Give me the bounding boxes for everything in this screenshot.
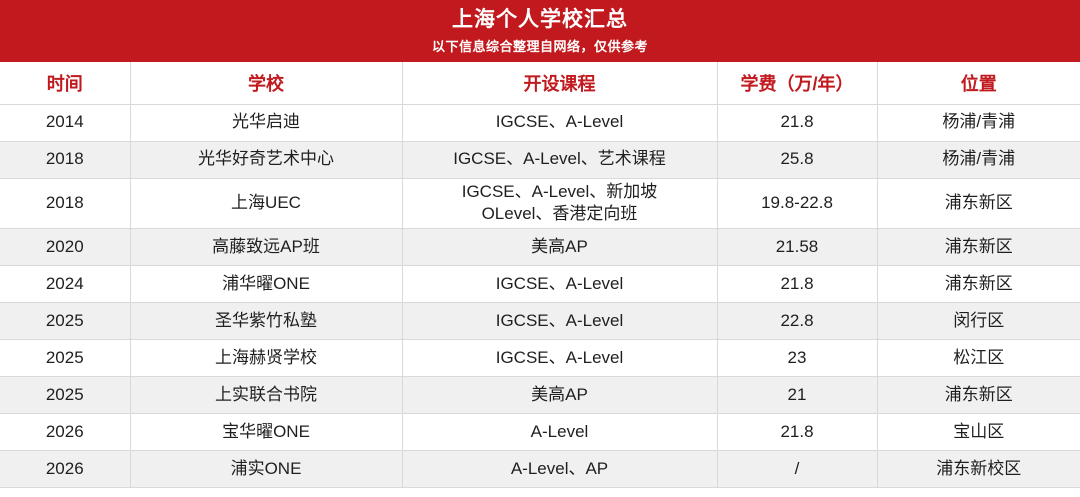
cell-time: 2024 (0, 265, 131, 304)
cell-location: 杨浦/青浦 (876, 140, 1080, 179)
cell-time: 2014 (0, 103, 131, 142)
cell-time: 2025 (0, 339, 131, 378)
table-header-row: 时间 学校 开设课程 学费（万/年） 位置 (0, 62, 1080, 105)
cell-courses: 美高AP (401, 376, 718, 415)
cell-courses: A-Level、AP (401, 450, 718, 489)
cell-tuition: 21 (716, 376, 878, 415)
table-row: 2026 宝华曜ONE A-Level 21.8 宝山区 (0, 413, 1080, 452)
table-row: 2020 高藤致远AP班 美高AP 21.58 浦东新区 (0, 228, 1080, 267)
table-row: 2018 光华好奇艺术中心 IGCSE、A-Level、艺术课程 25.8 杨浦… (0, 140, 1080, 179)
cell-tuition: 19.8-22.8 (716, 177, 878, 230)
cell-location: 浦东新区 (876, 265, 1080, 304)
schools-table: 时间 学校 开设课程 学费（万/年） 位置 2014 光华启迪 IGCSE、A-… (0, 62, 1080, 489)
column-header-courses: 开设课程 (401, 62, 718, 105)
cell-location: 松江区 (876, 339, 1080, 378)
cell-tuition: 21.8 (716, 265, 878, 304)
cell-courses: A-Level (401, 413, 718, 452)
cell-school: 光华启迪 (129, 103, 403, 142)
cell-location: 闵行区 (876, 302, 1080, 341)
cell-school: 光华好奇艺术中心 (129, 140, 403, 179)
cell-school: 上海UEC (129, 177, 403, 230)
table-row: 2018 上海UEC IGCSE、A-Level、新加坡OLevel、香港定向班… (0, 177, 1080, 230)
cell-tuition: 21.58 (716, 228, 878, 267)
cell-courses: IGCSE、A-Level (401, 339, 718, 378)
cell-time: 2026 (0, 450, 131, 489)
cell-location: 宝山区 (876, 413, 1080, 452)
cell-school: 高藤致远AP班 (129, 228, 403, 267)
cell-tuition: 23 (716, 339, 878, 378)
table-row: 2025 上海赫贤学校 IGCSE、A-Level 23 松江区 (0, 339, 1080, 378)
column-header-school: 学校 (129, 62, 403, 105)
cell-tuition: 21.8 (716, 103, 878, 142)
cell-location: 杨浦/青浦 (876, 103, 1080, 142)
cell-time: 2018 (0, 177, 131, 230)
cell-location: 浦东新区 (876, 376, 1080, 415)
cell-location: 浦东新校区 (876, 450, 1080, 489)
cell-time: 2025 (0, 376, 131, 415)
table-row: 2026 浦实ONE A-Level、AP / 浦东新校区 (0, 450, 1080, 489)
cell-courses: IGCSE、A-Level (401, 302, 718, 341)
column-header-time: 时间 (0, 62, 131, 105)
column-header-tuition: 学费（万/年） (716, 62, 878, 105)
page-title: 上海个人学校汇总 (452, 7, 628, 31)
cell-time: 2026 (0, 413, 131, 452)
cell-courses: 美高AP (401, 228, 718, 267)
cell-school: 浦实ONE (129, 450, 403, 489)
table-row: 2025 上实联合书院 美高AP 21 浦东新区 (0, 376, 1080, 415)
cell-school: 上实联合书院 (129, 376, 403, 415)
cell-tuition: 21.8 (716, 413, 878, 452)
table-row: 2014 光华启迪 IGCSE、A-Level 21.8 杨浦/青浦 (0, 103, 1080, 142)
cell-tuition: / (716, 450, 878, 489)
cell-school: 宝华曜ONE (129, 413, 403, 452)
cell-courses: IGCSE、A-Level、艺术课程 (401, 140, 718, 179)
table-row: 2025 圣华紫竹私塾 IGCSE、A-Level 22.8 闵行区 (0, 302, 1080, 341)
cell-courses: IGCSE、A-Level、新加坡OLevel、香港定向班 (401, 177, 718, 230)
cell-location: 浦东新区 (876, 228, 1080, 267)
cell-time: 2018 (0, 140, 131, 179)
cell-courses: IGCSE、A-Level (401, 103, 718, 142)
column-header-location: 位置 (876, 62, 1080, 105)
page-subtitle: 以下信息综合整理自网络，仅供参考 (431, 39, 648, 55)
cell-tuition: 22.8 (716, 302, 878, 341)
cell-time: 2020 (0, 228, 131, 267)
cell-school: 浦华曜ONE (129, 265, 403, 304)
cell-time: 2025 (0, 302, 131, 341)
cell-school: 圣华紫竹私塾 (129, 302, 403, 341)
cell-courses: IGCSE、A-Level (401, 265, 718, 304)
title-banner: 上海个人学校汇总 以下信息综合整理自网络，仅供参考 (0, 0, 1080, 62)
cell-location: 浦东新区 (876, 177, 1080, 230)
table-row: 2024 浦华曜ONE IGCSE、A-Level 21.8 浦东新区 (0, 265, 1080, 304)
cell-school: 上海赫贤学校 (129, 339, 403, 378)
cell-tuition: 25.8 (716, 140, 878, 179)
